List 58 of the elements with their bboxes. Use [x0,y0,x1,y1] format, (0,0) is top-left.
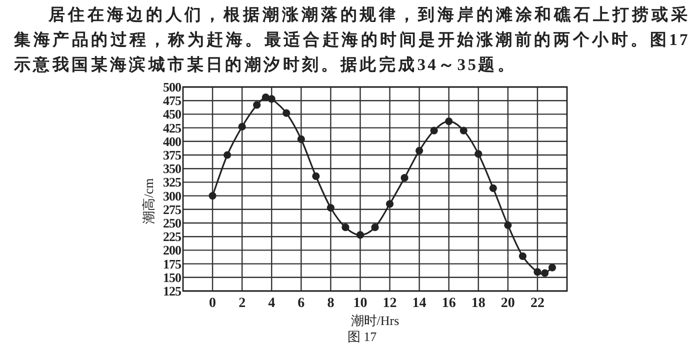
y-tick-label: 450 [163,106,181,122]
y-tick-label: 125 [163,284,182,298]
x-tick-label: 8 [327,296,334,311]
y-tick-label: 475 [163,93,182,108]
point [312,172,320,180]
y-tick-label: 400 [163,134,181,149]
y-axis-title: 潮高/cm [141,178,156,224]
y-tick-label: 375 [163,148,182,162]
x-axis-title: 潮时/Hrs [350,313,400,328]
point [489,184,497,192]
y-tick-label: 150 [163,270,181,285]
point [297,135,305,144]
point [445,117,453,126]
point [504,221,512,229]
point [386,200,394,208]
x-tick-label: 12 [382,296,397,311]
point [326,204,334,212]
point [282,109,290,117]
x-tick-label: 14 [412,296,426,311]
point [541,269,549,277]
x-tick-label: 0 [209,296,216,311]
x-tick-label: 4 [268,296,276,311]
point [548,264,556,272]
point [371,224,379,232]
point [474,150,482,158]
x-tick-label: 2 [238,296,246,311]
y-tick-label: 225 [163,229,182,244]
point [400,174,408,182]
y-tick-label: 300 [163,188,181,204]
y-tick-label: 350 [163,161,181,176]
point [416,146,424,154]
point [518,252,526,260]
x-tick-label: 22 [530,296,544,311]
point [460,126,468,134]
point [238,122,246,131]
x-tick-label: 18 [471,296,486,311]
point [208,192,216,200]
caption: 图 17 [347,329,378,344]
chart-title: 居住在海边的人们，根据潮涨潮落的规律，到海岸的滩涂和礁石上打捞或采集海产品的过程，称为赶海。最适合赶海的时间是开始涨潮前的两个小时。图17示意我国某海滨城市某日的潮汐时刻。据此完成34～35题。 [14,4,690,76]
y-tick-label: 500 [163,80,181,94]
point [430,126,438,134]
point [268,95,276,103]
y-tick-label: 325 [163,174,182,190]
y-tick-label: 425 [163,120,182,136]
x-tick-label: 10 [353,296,368,311]
point [534,268,542,276]
x-tick-label: 6 [298,296,305,311]
y-tick-label: 275 [163,202,182,217]
y-tick-label: 175 [163,256,182,272]
point [224,151,232,159]
point [342,224,350,232]
x-tick-label: 20 [500,296,515,311]
point [262,94,270,102]
y-tick-label: 250 [163,216,181,230]
point [356,231,364,239]
x-tick-label: 16 [442,296,456,311]
y-tick-label: 200 [163,242,181,258]
point [253,101,261,109]
